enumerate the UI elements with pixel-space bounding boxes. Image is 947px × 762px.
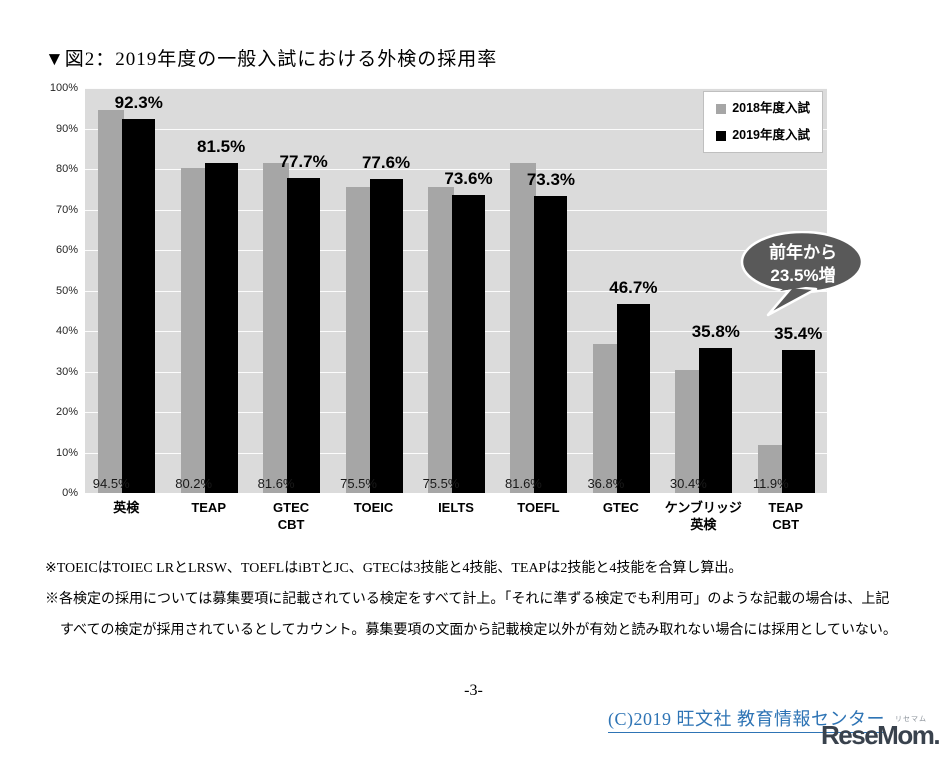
- value-label-2018: 30.4%: [669, 476, 707, 491]
- bar-2018-6: [592, 343, 619, 493]
- category-label: IELTS: [438, 500, 474, 515]
- bar-2018-8: [757, 444, 784, 493]
- speech-bubble-shape-icon: [740, 230, 864, 317]
- bar-2019-1: [204, 162, 238, 493]
- bar-2019-0: [122, 119, 156, 493]
- value-label-2018: 75.5%: [422, 476, 460, 491]
- value-label-2019: 73.3%: [526, 170, 576, 190]
- value-label-2018: 75.5%: [340, 476, 377, 491]
- y-axis: 0% 10% 20% 30% 40% 50% 60% 70% 80% 90% 100%: [28, 82, 78, 499]
- bar-2019-2: [287, 178, 321, 493]
- bar-2018-2: [263, 162, 290, 493]
- y-tick-label: 90%: [55, 122, 78, 135]
- category-label: TEAP: [191, 500, 226, 515]
- category-label: 英検: [113, 500, 140, 515]
- y-tick-label: 0%: [62, 487, 78, 499]
- category-label: GTEC: [602, 500, 639, 515]
- plot-area: 2018年度入試 2019年度入試 前年から 23.5%増 92.3% 94.5%…: [85, 88, 864, 493]
- y-tick-label: 20%: [55, 406, 78, 418]
- value-label-2018: 11.9%: [752, 476, 789, 491]
- value-label-2019: 77.6%: [361, 152, 411, 172]
- logo-ruby-text: リセマム: [895, 716, 927, 723]
- page-number: -3-: [464, 682, 483, 699]
- bar-2018-4: [428, 187, 454, 493]
- annotation-text: 前年から 23.5%増: [769, 243, 837, 285]
- y-tick-label: 60%: [55, 244, 78, 256]
- category-label: TOEFL: [517, 500, 560, 515]
- bar-2019-5: [534, 196, 568, 493]
- category-label: TEAP CBT: [768, 500, 804, 532]
- y-tick-label: 100%: [49, 82, 78, 94]
- legend-swatch-2019-icon: [716, 130, 727, 141]
- bar-2018-3: [345, 187, 372, 493]
- value-label-2019: 77.7%: [279, 152, 328, 172]
- y-tick-label: 40%: [55, 325, 78, 337]
- value-label-2019: 46.7%: [609, 277, 658, 297]
- bar-2018-0: [98, 110, 125, 493]
- value-label-2019: 35.8%: [691, 322, 740, 342]
- y-tick-label: 80%: [55, 163, 78, 175]
- footnote-2: ※各検定の採用については募集要項に記載されている検定をすべて計上。「それに準ずる…: [45, 592, 890, 607]
- value-label-2019: 81.5%: [197, 136, 246, 156]
- legend-item-2019: 2019年度入試: [716, 128, 810, 143]
- y-tick-label: 50%: [55, 284, 78, 297]
- value-label-2018: 36.8%: [587, 476, 625, 491]
- bar-2019-3: [369, 178, 403, 493]
- footnotes: ※TOEICはTOIEC LRとLRSW、TOEFLはiBTとJC、GTECは3…: [45, 553, 915, 646]
- value-label-2018: 94.5%: [92, 476, 130, 491]
- value-label-2019: 73.6%: [444, 168, 493, 188]
- legend-swatch-2018-icon: [716, 103, 727, 114]
- value-label-2018: 80.2%: [175, 476, 213, 491]
- footnote-1: ※TOEICはTOIEC LRとLRSW、TOEFLはiBTとJC、GTECは3…: [45, 561, 743, 576]
- resemom-logo: リセマム ReseMom.: [821, 712, 941, 754]
- legend-label-2018: 2018年度入試: [732, 101, 810, 115]
- value-label-2019: 92.3%: [114, 93, 163, 113]
- bar-2018-7: [675, 369, 702, 493]
- copyright-link[interactable]: (C)2019 旺文社 教育情報センター: [608, 705, 885, 733]
- value-label-2019: 35.4%: [774, 323, 823, 343]
- category-label: GTEC CBT: [273, 500, 310, 532]
- y-tick-label: 70%: [55, 203, 78, 216]
- value-label-2018: 81.6%: [257, 476, 295, 491]
- footnote-2-continued: すべての検定が採用されているとしてカウント。募集要項の文面から記載検定以外が有効…: [60, 623, 897, 638]
- y-tick-label: 30%: [55, 365, 78, 378]
- legend: 2018年度入試 2019年度入試: [703, 91, 823, 153]
- gridline: [85, 169, 827, 170]
- x-axis-labels: 英検 TEAP GTEC CBT TOEIC IELTS TOEFL GTEC ケンブリッジ 英検…: [85, 499, 827, 545]
- bar-2018-1: [180, 168, 207, 493]
- legend-item-2018: 2018年度入試: [716, 101, 810, 116]
- bar-2019-4: [452, 194, 485, 493]
- gridline: [85, 88, 827, 89]
- y-tick-label: 10%: [55, 446, 78, 459]
- logo-text: ReseMom.: [821, 720, 941, 750]
- legend-label-2019: 2019年度入試: [732, 128, 810, 142]
- value-label-2018: 81.6%: [505, 476, 542, 491]
- bar-2019-8: [781, 349, 815, 493]
- annotation-bubble: 前年から 23.5%増: [740, 230, 872, 333]
- category-label: TOEIC: [353, 500, 394, 515]
- figure-title: ▼図2：2019年度の一般入試における外検の採用率: [45, 49, 498, 70]
- bar-2019-6: [616, 303, 650, 493]
- bar-2018-5: [510, 162, 537, 493]
- category-label: ケンブリッジ 英検: [664, 500, 742, 532]
- bar-2019-7: [699, 348, 733, 493]
- gridline: [85, 128, 827, 130]
